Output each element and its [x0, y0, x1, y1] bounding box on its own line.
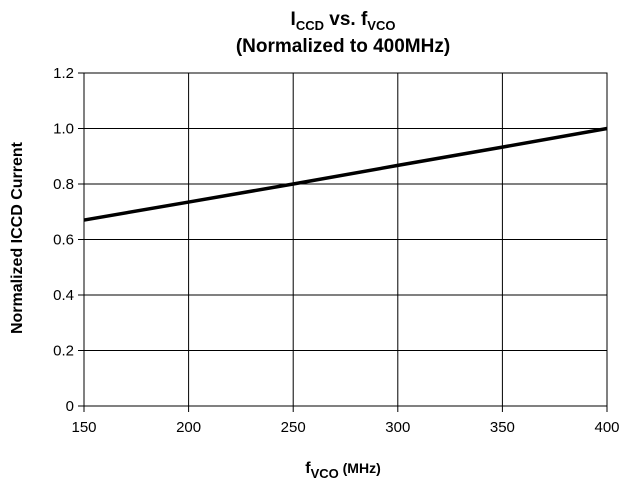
- x-tick-label: 350: [490, 419, 515, 436]
- x-tick-label: 150: [71, 419, 96, 436]
- y-axis-label: Normalized ICCD Current: [9, 141, 26, 334]
- x-tick-label: 200: [176, 419, 201, 436]
- y-tick-label: 0.8: [53, 176, 74, 193]
- y-tick-label: 1.2: [53, 65, 74, 82]
- y-tick-label: 1.0: [53, 121, 74, 138]
- grid: [83, 72, 608, 407]
- series: [83, 126, 608, 222]
- y-ticks: 0 0.2 0.4 0.6 0.8 1.0 1.2: [53, 65, 84, 415]
- x-tick-label: 250: [281, 419, 306, 436]
- x-axis-label: fVCO (MHz): [305, 460, 381, 481]
- series-line: [83, 126, 608, 222]
- chart-title-line1: ICCD vs. fVCO: [291, 9, 396, 33]
- x-tick-label: 300: [385, 419, 410, 436]
- chart-title-line2: (Normalized to 400MHz): [236, 36, 450, 57]
- y-tick-label: 0.4: [53, 287, 74, 304]
- y-tick-label: 0: [66, 398, 74, 415]
- x-ticks: 150 200 250 300 350 400: [71, 406, 620, 436]
- y-tick-label: 0.2: [53, 343, 74, 360]
- x-tick-label: 400: [594, 419, 619, 436]
- y-tick-label: 0.6: [53, 232, 74, 249]
